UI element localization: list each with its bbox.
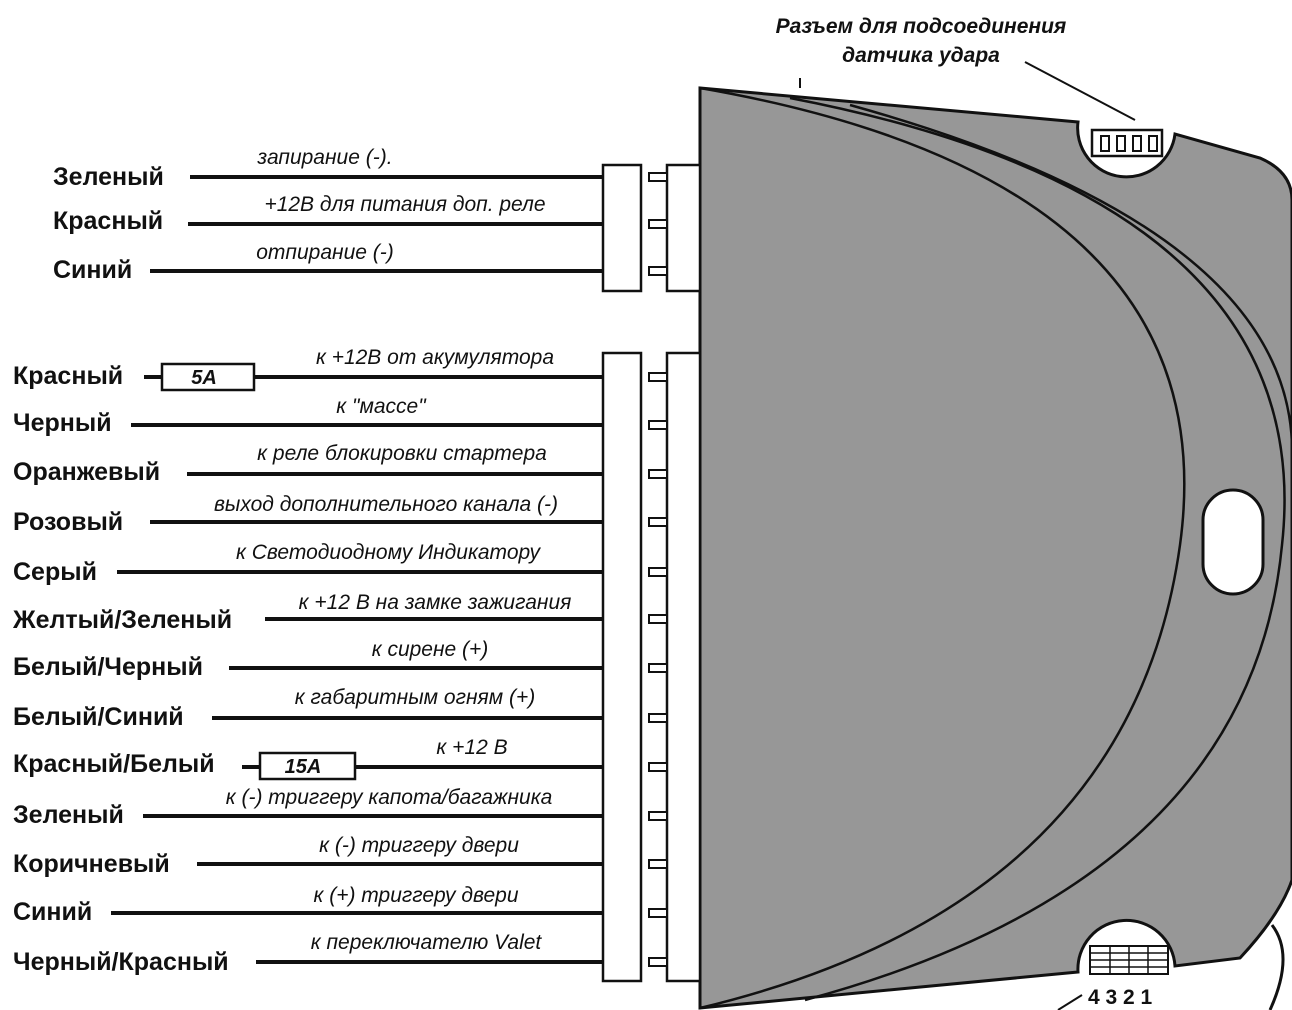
upper-wire-function-label: отпирание (-)	[256, 241, 394, 264]
shock-sensor-note-line2: датчика удара	[842, 44, 1000, 67]
main-connector-socket	[665, 351, 702, 983]
main-wire-row: Красный 5A к +12В от акумулятора	[13, 346, 603, 392]
upper-connector-pins	[648, 172, 668, 276]
upper-wire-row: Синий отпирание (-)	[53, 241, 603, 284]
main-wire-color-label: Красный	[13, 362, 123, 390]
main-wire-row: Красный/Белый 15A к +12 В	[13, 736, 603, 781]
main-wire-row: Черный/Красный к переключателю Valet	[13, 931, 603, 976]
pin-numbers-leader-line	[1057, 994, 1083, 1010]
connector-pin	[648, 762, 668, 772]
main-wire-function-label: к (-) триггеру двери	[319, 834, 519, 857]
connector-pin	[648, 420, 668, 430]
upper-connector-socket	[665, 163, 702, 293]
upper-wire-color-label: Синий	[53, 256, 132, 284]
housing-arc-inner	[699, 86, 1186, 1010]
main-wire-color-label: Белый/Синий	[13, 703, 184, 731]
main-wire-function-label: к переключателю Valet	[311, 931, 543, 954]
main-wire-function-label: к реле блокировки стартера	[257, 442, 547, 465]
fuse-label: 15A	[285, 756, 322, 778]
main-wire-color-label: Серый	[13, 558, 97, 586]
mounting-slot-icon	[1201, 488, 1265, 596]
shock-sensor-connector	[1090, 128, 1164, 158]
upper-wire-row: Зеленый запирание (-).	[53, 146, 603, 191]
upper-connector-plug	[601, 163, 643, 293]
housing-outer-curve	[1268, 924, 1285, 1010]
main-wire-row: Зеленый к (-) триггеру капота/багажника	[13, 786, 603, 829]
main-wire-row: Розовый выход дополнительного канала (-)	[13, 493, 603, 536]
housing-arc-outer	[849, 103, 1292, 460]
main-wire-function-label: к (-) триггеру капота/багажника	[226, 786, 553, 809]
main-wire-row: Синий к (+) триггеру двери	[13, 884, 603, 926]
main-wire-row: Белый/Черный к сирене (+)	[13, 638, 603, 681]
main-wire-function-label: выход дополнительного канала (-)	[214, 493, 558, 516]
main-wire-color-label: Розовый	[13, 508, 123, 536]
main-wire-color-label: Зеленый	[13, 801, 124, 829]
fuse-box	[160, 362, 256, 392]
main-connector-pins	[648, 372, 668, 967]
connector-pin	[648, 713, 668, 723]
connector-pin	[648, 172, 668, 182]
main-wire-function-label: к габаритным огням (+)	[295, 686, 535, 709]
connector-pin	[648, 567, 668, 577]
pin-numbers-label: 4 3 2 1	[1088, 986, 1153, 1009]
main-wire-row: Оранжевый к реле блокировки стартера	[13, 442, 603, 486]
bottom-pin-connector	[1089, 945, 1169, 975]
main-wire-function-label: к "массе"	[336, 395, 427, 418]
fuse-label: 5A	[191, 367, 217, 389]
main-wire-row: Желтый/Зеленый к +12 В на замке зажигани…	[12, 591, 603, 634]
main-wire-row: Черный к "массе"	[13, 395, 603, 437]
main-wire-color-label: Черный	[13, 409, 112, 437]
connector-pin	[648, 266, 668, 276]
main-wire-color-label: Красный/Белый	[13, 750, 215, 778]
connector-pin	[648, 908, 668, 918]
housing-arc-middle	[789, 96, 1286, 1002]
connector-pin	[648, 859, 668, 869]
upper-wire-color-label: Зеленый	[53, 163, 164, 191]
main-wire-function-label: к +12 В	[436, 736, 507, 759]
main-wire-row: Серый к Светодиодному Индикатору	[13, 541, 603, 586]
connector-pin	[648, 372, 668, 382]
main-wire-color-label: Коричневый	[13, 850, 170, 878]
main-wire-color-label: Черный/Красный	[13, 948, 229, 976]
main-wire-function-label: к (+) триггеру двери	[313, 884, 518, 907]
main-wire-color-label: Синий	[13, 898, 92, 926]
connector-pin	[648, 469, 668, 479]
main-wire-row: Белый/Синий к габаритным огням (+)	[13, 686, 603, 731]
shock-sensor-leader-line	[1024, 61, 1136, 121]
main-wire-function-label: к +12В от акумулятора	[316, 346, 554, 369]
upper-wire-color-label: Красный	[53, 207, 163, 235]
main-connector-plug	[601, 351, 643, 983]
main-wire-row: Коричневый к (-) триггеру двери	[13, 834, 603, 878]
upper-wire-row: Красный +12В для питания доп. реле	[53, 193, 603, 235]
connector-pin	[648, 517, 668, 527]
connector-pin	[648, 957, 668, 967]
main-wire-function-label: к Светодиодному Индикатору	[236, 541, 541, 564]
main-wire-color-label: Желтый/Зеленый	[12, 606, 232, 634]
shock-sensor-note-line1: Разъем для подсоединения	[776, 15, 1067, 38]
main-wire-color-label: Белый/Черный	[13, 653, 203, 681]
connector-pin	[648, 663, 668, 673]
main-wire-color-label: Оранжевый	[13, 458, 160, 486]
main-wire-function-label: к сирене (+)	[372, 638, 489, 661]
connector-pin	[648, 614, 668, 624]
upper-wire-function-label: запирание (-).	[256, 146, 392, 169]
main-wire-function-label: к +12 В на замке зажигания	[299, 591, 572, 614]
connector-pin	[648, 811, 668, 821]
upper-wire-function-label: +12В для питания доп. реле	[264, 193, 545, 216]
connector-pin	[648, 219, 668, 229]
